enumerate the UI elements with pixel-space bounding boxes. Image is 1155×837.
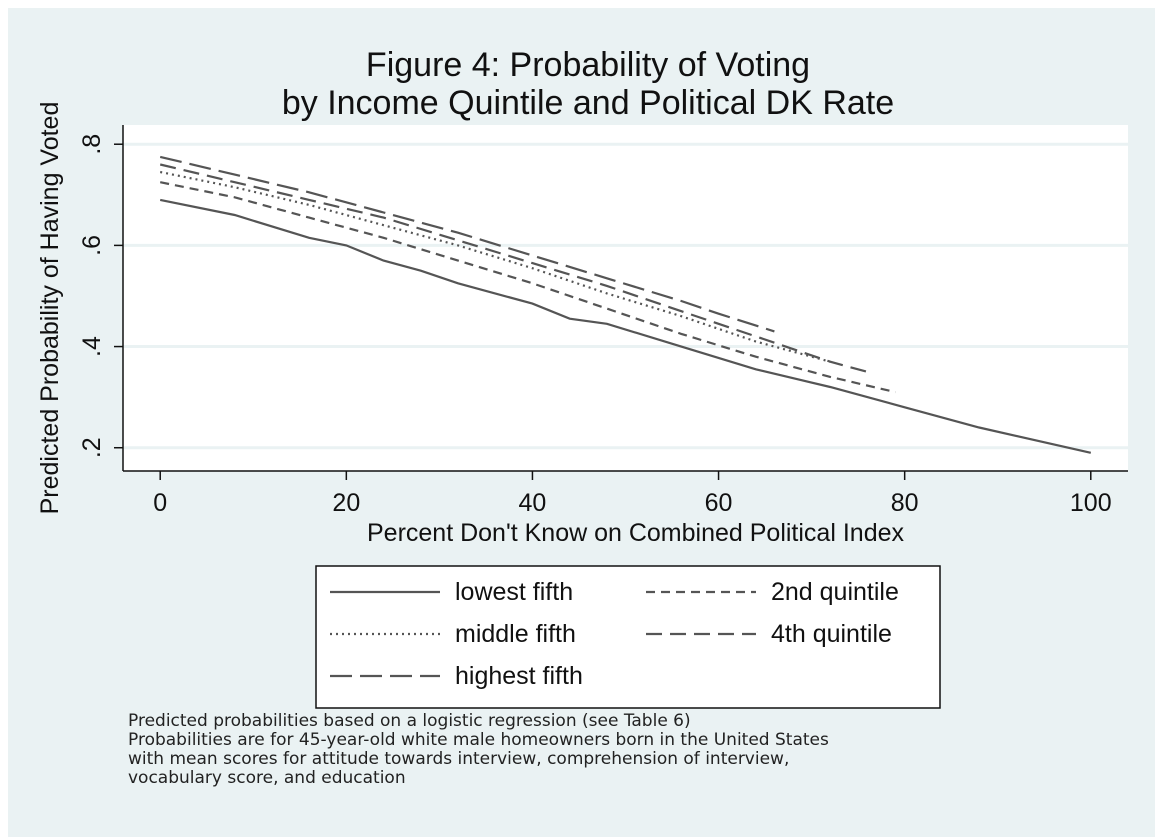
- legend-label: 2nd quintile: [771, 578, 899, 606]
- chart-title-line: by Income Quintile and Political DK Rate: [282, 84, 894, 122]
- note-line: with mean scores for attitude towards in…: [128, 749, 790, 769]
- y-tick-label: .6: [78, 235, 106, 256]
- x-tick-label: 60: [705, 489, 733, 517]
- series-line-middle-fifth: [159, 170, 831, 363]
- x-axis-label: Percent Don't Know on Combined Political…: [367, 519, 905, 547]
- legend-label: highest fifth: [455, 662, 583, 690]
- x-tick-label: 80: [891, 489, 919, 517]
- y-tick-label: .8: [78, 134, 106, 155]
- series-line-4th-quintile: [159, 163, 868, 373]
- note-line: Predicted probabilities based on a logis…: [128, 711, 691, 731]
- legend-label: middle fifth: [455, 620, 576, 648]
- series-line-lowest-fifth: [159, 198, 1092, 454]
- plot-area: [123, 125, 1128, 471]
- x-tick-label: 40: [519, 489, 547, 517]
- legend-label: lowest fifth: [455, 578, 573, 606]
- legend-box: [315, 565, 941, 709]
- x-tick-label: 20: [332, 489, 360, 517]
- y-tick-label: .4: [78, 336, 106, 357]
- y-tick-label: .2: [78, 437, 106, 458]
- note-line: vocabulary score, and education: [128, 768, 406, 788]
- series-line-highest-fifth: [159, 155, 775, 333]
- x-tick-label: 0: [153, 489, 167, 517]
- legend-label: 4th quintile: [771, 620, 892, 648]
- x-tick-label: 100: [1070, 489, 1112, 517]
- figure-notes: Predicted probabilities based on a logis…: [128, 712, 829, 788]
- figure-panel: Figure 4: Probability of Voting by Income…: [8, 8, 1155, 837]
- series-line-2nd-quintile: [159, 181, 896, 394]
- y-axis-label: Predicted Probability of Having Voted: [36, 102, 64, 515]
- note-line: Probabilities are for 45-year-old white …: [128, 730, 829, 750]
- chart-title-line: Figure 4: Probability of Voting: [366, 46, 810, 84]
